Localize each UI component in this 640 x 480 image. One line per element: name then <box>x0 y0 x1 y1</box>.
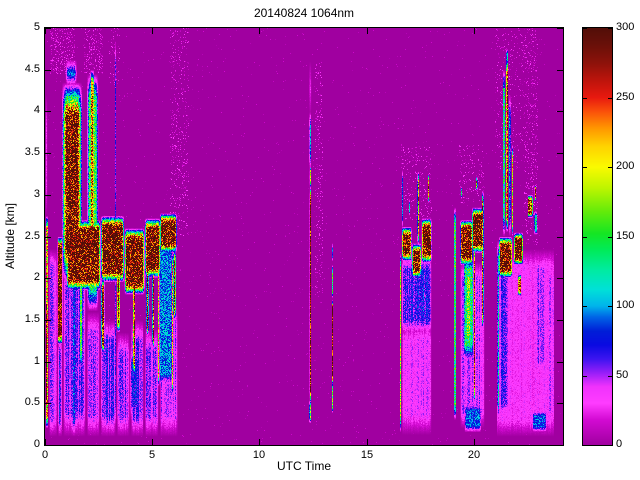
colorbar-tick-mark <box>583 167 587 168</box>
y-tick-mark <box>45 278 51 279</box>
y-tick-mark <box>557 153 563 154</box>
y-tick-mark <box>45 362 51 363</box>
colorbar-tick-mark <box>583 445 587 446</box>
x-tick-label: 0 <box>41 449 49 461</box>
colorbar-tick-label: 300 <box>616 21 635 33</box>
colorbar-tick-mark <box>583 237 587 238</box>
y-tick-mark <box>557 237 563 238</box>
colorbar-tick-mark <box>608 445 612 446</box>
colorbar-tick-label: 0 <box>616 438 623 450</box>
colorbar-tick-mark <box>608 167 612 168</box>
y-tick-label: 0.5 <box>24 396 40 408</box>
y-tick-mark <box>45 403 51 404</box>
y-tick-mark <box>45 153 51 154</box>
colorbar-tick-mark <box>608 28 612 29</box>
y-tick-mark <box>557 320 563 321</box>
y-tick-label: 1.5 <box>24 313 40 325</box>
x-axis-label: UTC Time <box>277 459 331 473</box>
y-tick-mark <box>45 70 51 71</box>
y-tick-label: 1 <box>33 355 40 367</box>
colorbar-canvas <box>583 28 612 445</box>
colorbar-tick-mark <box>608 306 612 307</box>
y-tick-label: 2 <box>33 271 40 283</box>
y-tick-mark <box>45 111 51 112</box>
colorbar-tick-label: 250 <box>616 91 635 103</box>
colorbar-tick-label: 100 <box>616 299 635 311</box>
x-tick-mark <box>45 28 46 34</box>
x-tick-label: 10 <box>252 449 266 461</box>
y-tick-mark <box>45 195 51 196</box>
y-tick-mark <box>557 403 563 404</box>
colorbar-tick-mark <box>608 98 612 99</box>
y-tick-label: 5 <box>33 21 40 33</box>
x-tick-label: 15 <box>360 449 374 461</box>
colorbar-tick-mark <box>583 28 587 29</box>
colorbar-tick-mark <box>608 237 612 238</box>
y-tick-mark <box>557 362 563 363</box>
x-tick-mark <box>259 439 260 445</box>
y-tick-mark <box>45 320 51 321</box>
x-tick-mark <box>367 439 368 445</box>
y-tick-label: 3.5 <box>24 146 40 158</box>
colorbar-tick-mark <box>583 306 587 307</box>
colorbar-tick-label: 150 <box>616 230 635 242</box>
x-tick-mark <box>474 28 475 34</box>
y-tick-mark <box>45 445 51 446</box>
y-tick-label: 4.5 <box>24 63 40 75</box>
y-tick-mark <box>557 195 563 196</box>
x-tick-label: 20 <box>467 449 481 461</box>
y-tick-label: 4 <box>33 104 40 116</box>
chart-title: 20140824 1064nm <box>253 6 355 20</box>
x-tick-mark <box>152 28 153 34</box>
y-tick-label: 0 <box>33 438 40 450</box>
x-tick-mark <box>474 439 475 445</box>
y-tick-mark <box>45 28 51 29</box>
x-tick-mark <box>45 439 46 445</box>
colorbar-tick-mark <box>583 376 587 377</box>
heatmap-canvas <box>45 28 563 445</box>
y-tick-mark <box>557 278 563 279</box>
y-tick-mark <box>45 237 51 238</box>
colorbar-tick-label: 200 <box>616 160 635 172</box>
x-tick-mark <box>367 28 368 34</box>
y-tick-mark <box>557 28 563 29</box>
colorbar-tick-mark <box>608 376 612 377</box>
x-tick-label: 5 <box>148 449 156 461</box>
colorbar-tick-label: 50 <box>616 369 629 381</box>
y-tick-label: 2.5 <box>24 230 40 242</box>
y-tick-label: 3 <box>33 188 40 200</box>
y-tick-mark <box>557 111 563 112</box>
y-tick-mark <box>557 445 563 446</box>
x-tick-mark <box>259 28 260 34</box>
y-tick-mark <box>557 70 563 71</box>
colorbar-tick-mark <box>583 98 587 99</box>
x-tick-mark <box>152 439 153 445</box>
